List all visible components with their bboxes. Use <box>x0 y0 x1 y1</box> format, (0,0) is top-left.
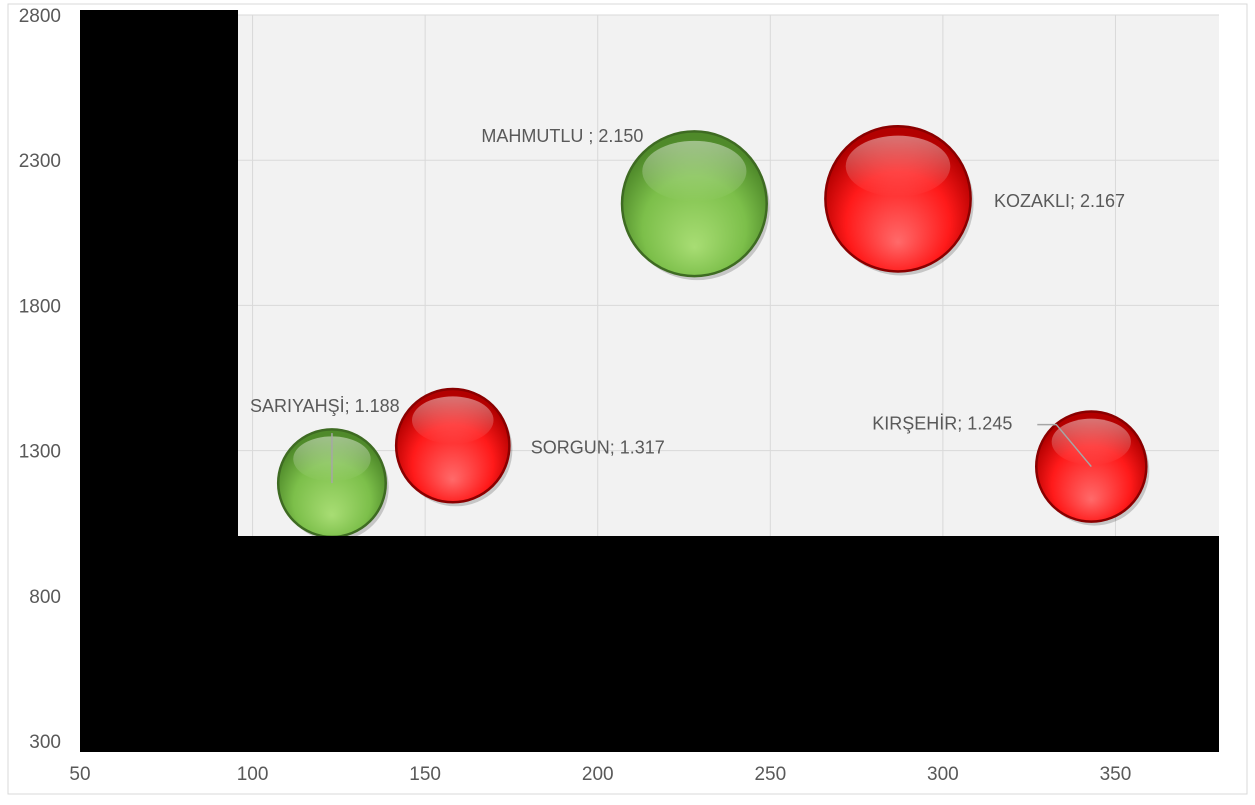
y-tick-label: 800 <box>29 587 61 608</box>
redaction-block-bottom <box>80 536 1219 752</box>
x-tick-label: 150 <box>409 764 441 785</box>
tick-layer: 50 100 150 200 250 300 350 300 800 1300 1800 2300 28… <box>19 6 1132 785</box>
label-layer: SARIYAHŞİ; 1.188 SORGUN; 1.317 MAHMUTLU ; … <box>250 126 1125 484</box>
bubble-data-label: MAHMUTLU ; 2.150 <box>481 126 643 146</box>
x-tick-label: 100 <box>237 764 269 785</box>
bubble-highlight <box>412 396 494 444</box>
y-tick-label: 1300 <box>19 442 61 463</box>
bubble-highlight <box>845 135 951 197</box>
x-tick-label: 300 <box>927 764 959 785</box>
bubble-highlight <box>1051 418 1131 465</box>
y-tick-label: 2300 <box>19 151 61 172</box>
bubble-data-label: KIRŞEHİR; 1.245 <box>872 414 1012 434</box>
x-tick-label: 350 <box>1100 764 1132 785</box>
label-leader-line <box>1037 423 1092 468</box>
y-tick-label: 1800 <box>19 296 61 317</box>
y-tick-label: 300 <box>29 732 61 753</box>
y-tick-label: 2800 <box>19 6 61 27</box>
bubble-data-label: SARIYAHŞİ; 1.188 <box>250 396 400 416</box>
x-tick-label: 200 <box>582 764 614 785</box>
bubble-data-label: SORGUN; 1.317 <box>531 438 665 458</box>
x-tick-label: 250 <box>754 764 786 785</box>
bubble-highlight <box>642 140 747 202</box>
bubble-data-label: KOZAKLI; 2.167 <box>994 191 1125 211</box>
x-tick-label: 50 <box>69 764 90 785</box>
